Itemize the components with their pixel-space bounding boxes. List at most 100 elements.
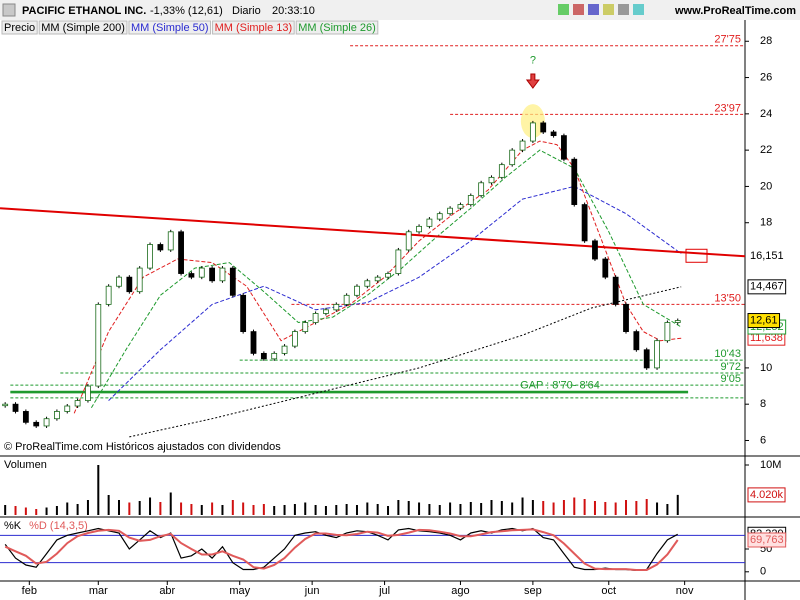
candle [354, 285, 360, 296]
candle [561, 135, 567, 160]
volume-bar [542, 501, 545, 515]
candle [302, 322, 309, 333]
volume-bar [635, 501, 638, 515]
candle [323, 309, 329, 314]
moving-average [129, 286, 682, 438]
volume-bar [490, 500, 493, 515]
candle [529, 122, 536, 142]
candle [74, 400, 81, 407]
candle [612, 276, 619, 305]
volume-bar [190, 504, 193, 515]
x-tick-label: abr [159, 585, 175, 597]
volume-bar [335, 505, 338, 515]
volume-bar [242, 502, 245, 515]
candle [64, 405, 71, 412]
panel-title: Volumen [4, 459, 47, 471]
candle [385, 273, 391, 278]
tool-icon[interactable] [618, 4, 629, 15]
volume-bar [531, 500, 534, 515]
value-label-box [747, 279, 787, 295]
clock: 20:33:10 [272, 5, 315, 17]
volume-bar [407, 501, 410, 515]
volume-bar [314, 505, 317, 515]
volume-bar [200, 505, 203, 515]
candle [229, 267, 236, 296]
candle [240, 294, 247, 333]
arrow [525, 73, 540, 89]
y-tick-label: 0 [760, 566, 766, 578]
volume-bar [366, 502, 369, 515]
level-label: 9'05 [721, 373, 741, 385]
volume-bar [438, 505, 441, 515]
candle [405, 231, 412, 251]
level-label: 10'43 [714, 348, 741, 360]
volume-bar [324, 506, 327, 515]
volume-bar [138, 501, 141, 515]
marker-box [685, 248, 708, 263]
y-tick-label: 10M [760, 459, 781, 471]
candle [291, 331, 298, 347]
candle [467, 195, 474, 205]
y-tick-label: 22 [760, 144, 772, 156]
level-label: 9'72 [721, 361, 741, 373]
candle [271, 352, 278, 360]
icon[interactable] [2, 3, 16, 17]
candle [260, 352, 267, 360]
candle [416, 225, 422, 233]
volume-bar [128, 502, 131, 515]
candle [22, 411, 29, 423]
candle [581, 204, 588, 242]
candle [178, 231, 184, 274]
legend-entry: Precio [4, 22, 35, 34]
period: Diario [232, 5, 261, 17]
volume-bar [552, 502, 555, 515]
legend-entry: MM (Simple 200) [41, 22, 125, 34]
x-tick-label: jun [304, 585, 320, 597]
tool-icon[interactable] [588, 4, 599, 15]
y-tick-label: 20 [760, 180, 772, 192]
title-bar [0, 0, 800, 20]
volume-bar [397, 500, 400, 515]
tool-icon[interactable] [603, 4, 614, 15]
tool-icon[interactable] [558, 4, 569, 15]
gap-label: GAP : 8'70- 8'64 [520, 379, 600, 391]
legend-entry: MM (Simple 13) [215, 22, 293, 34]
candle [85, 385, 91, 401]
candle [478, 182, 485, 196]
volume-bar [614, 502, 617, 515]
value-label-box [747, 313, 781, 329]
candle [136, 267, 143, 293]
level-label: 13'50 [714, 292, 741, 304]
value-label: 4.020k [750, 489, 784, 501]
value-label: 11,638 [750, 332, 783, 344]
site: www.ProRealTime.com [674, 5, 796, 17]
volume-bar [355, 505, 358, 515]
candle [664, 322, 671, 342]
volume-bar [469, 502, 472, 515]
volume-bar [511, 502, 514, 515]
volume-bar [159, 502, 162, 515]
y-tick-label: 24 [760, 108, 772, 120]
y-tick-label: 10 [760, 362, 772, 374]
candle [519, 140, 526, 151]
tool-icon[interactable] [633, 4, 644, 15]
candle [436, 213, 443, 220]
candle [147, 244, 153, 269]
candle [95, 303, 102, 387]
volume-bar [66, 502, 69, 515]
toolbar [558, 4, 644, 15]
candle [157, 244, 164, 251]
watermark: © ProRealTime.com Históricos ajustados c… [4, 441, 281, 453]
tool-icon[interactable] [573, 4, 584, 15]
candle [2, 403, 9, 407]
volume-bar [76, 504, 79, 515]
volume-bar [14, 506, 17, 515]
moving-average [90, 149, 682, 409]
candle [219, 267, 226, 282]
volume-bar [107, 495, 110, 515]
legend-box [1, 20, 38, 35]
volume-bar [252, 505, 255, 515]
legend-entry: MM (Simple 50) [131, 22, 209, 34]
volume-bar [645, 499, 648, 515]
moving-average [73, 140, 682, 414]
